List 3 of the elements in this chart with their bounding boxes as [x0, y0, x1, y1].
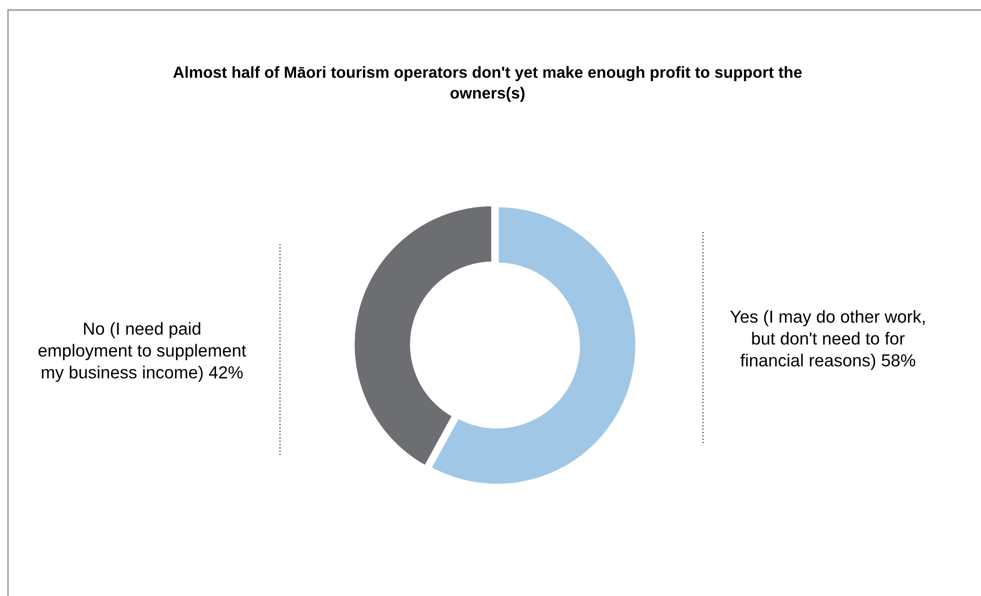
slice-label: No (I need paid employment to supplement my business income) 42%	[38, 322, 246, 382]
chart-title: Almost half of Māori tourism operators don't yet make enough profit to support the owners(s)	[173, 66, 802, 102]
slice-label: Yes (I may do other work, but don't need to for financial reasons) 58%	[730, 310, 925, 370]
